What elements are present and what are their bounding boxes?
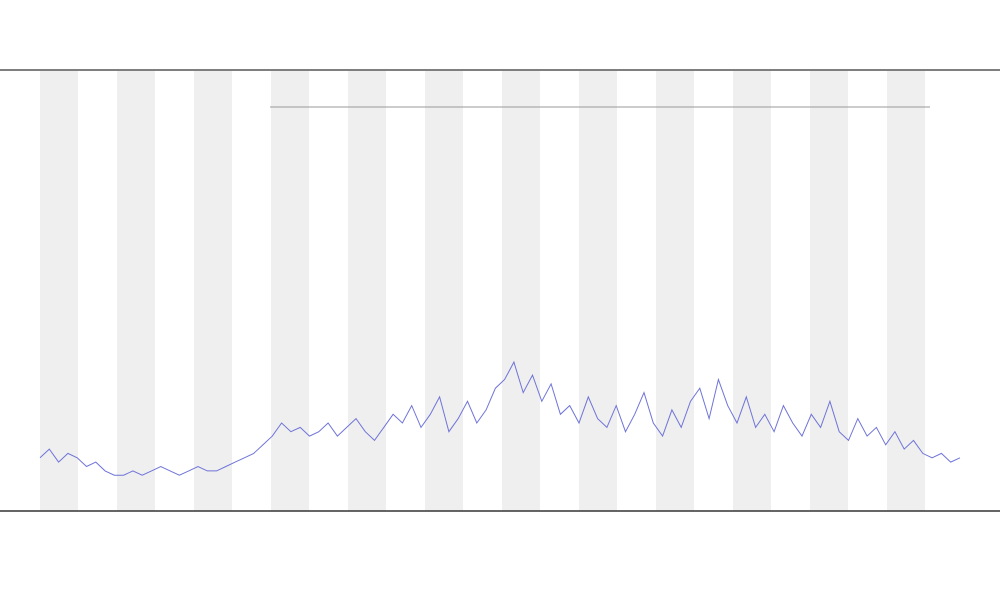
band [40, 71, 78, 511]
band [271, 71, 309, 511]
band [348, 71, 386, 511]
band [117, 71, 155, 511]
band [194, 71, 232, 511]
band [887, 71, 925, 511]
band [656, 71, 694, 511]
band [733, 71, 771, 511]
band [810, 71, 848, 511]
series-line [39, 360, 961, 476]
background-bands [40, 71, 925, 511]
band [425, 71, 463, 511]
band [502, 71, 540, 511]
band [579, 71, 617, 511]
